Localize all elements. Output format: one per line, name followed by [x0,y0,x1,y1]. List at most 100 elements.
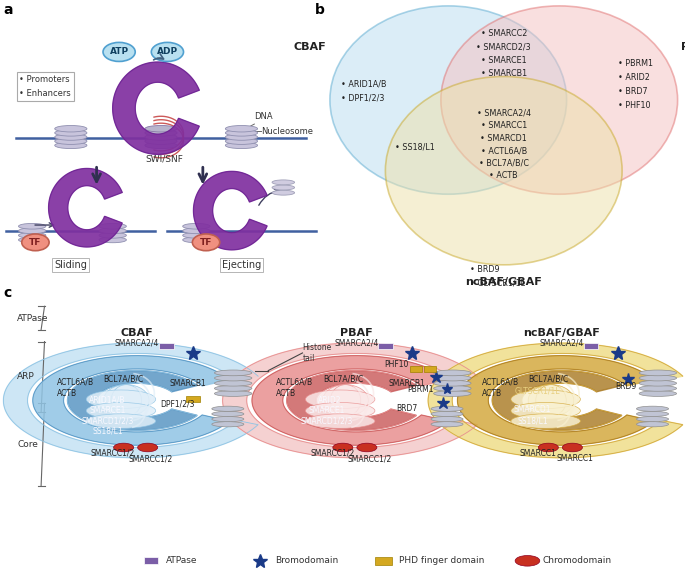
Polygon shape [3,343,258,458]
Ellipse shape [431,411,463,417]
Ellipse shape [636,417,669,422]
Ellipse shape [192,234,220,250]
Ellipse shape [225,142,258,149]
Text: PBAF: PBAF [682,42,685,52]
Ellipse shape [536,385,566,416]
Ellipse shape [214,391,252,396]
Polygon shape [428,343,683,458]
Bar [159,343,174,349]
Ellipse shape [434,391,471,396]
Text: BRD9: BRD9 [615,382,636,391]
Text: SMARCA2/4: SMARCA2/4 [115,339,159,348]
Circle shape [138,443,158,452]
Ellipse shape [323,385,369,416]
Ellipse shape [183,223,210,229]
Text: ACTL6A/B: ACTL6A/B [482,377,519,387]
Ellipse shape [306,403,375,419]
Text: SS18/L1: SS18/L1 [517,417,547,425]
Circle shape [515,556,540,566]
Ellipse shape [214,375,252,381]
Ellipse shape [306,390,375,409]
Text: • ARID1A/B
• DPF1/2/3: • ARID1A/B • DPF1/2/3 [341,80,386,102]
Text: BRD7: BRD7 [397,404,418,413]
Text: SMARCB1: SMARCB1 [169,379,206,388]
Ellipse shape [145,142,177,149]
Text: PHD finger domain: PHD finger domain [399,556,484,565]
Ellipse shape [86,390,155,409]
Polygon shape [252,355,449,445]
Polygon shape [287,370,416,430]
Text: BCL7A/B/C: BCL7A/B/C [528,374,569,383]
Circle shape [562,443,582,452]
Ellipse shape [55,138,87,144]
Text: • BRD9
• GLTSCR1/1L: • BRD9 • GLTSCR1/1L [471,265,525,288]
Circle shape [333,443,353,452]
Text: ACTL6A/B: ACTL6A/B [57,377,94,387]
Ellipse shape [434,385,471,391]
Ellipse shape [225,138,258,144]
Ellipse shape [145,138,177,144]
Ellipse shape [272,185,295,190]
Ellipse shape [145,130,177,136]
Ellipse shape [99,223,126,229]
Ellipse shape [103,43,135,62]
Ellipse shape [306,414,375,428]
Ellipse shape [639,391,677,396]
Text: SWI/SNF: SWI/SNF [145,154,183,163]
Text: SMARCC1/2: SMARCC1/2 [347,454,392,463]
Polygon shape [223,343,477,458]
Text: PBAF: PBAF [340,328,373,339]
Ellipse shape [18,223,46,229]
Ellipse shape [18,233,46,238]
Ellipse shape [636,406,669,411]
Circle shape [441,6,677,194]
Ellipse shape [111,385,142,416]
Text: SMARCC1/2: SMARCC1/2 [310,448,354,458]
Text: SMARCD1/2/3: SMARCD1/2/3 [82,417,134,425]
Text: DNA: DNA [254,112,273,121]
Text: SMARCC1/2: SMARCC1/2 [91,448,135,458]
Text: TF: TF [200,238,212,247]
Ellipse shape [639,385,677,391]
Circle shape [357,443,377,452]
Text: SS18/L1: SS18/L1 [92,427,123,436]
Text: PBRM1: PBRM1 [407,385,434,394]
Ellipse shape [636,411,669,417]
Ellipse shape [272,190,295,195]
Ellipse shape [528,385,574,416]
Text: Chromodomain: Chromodomain [543,556,612,565]
Text: DPF1/2/3: DPF1/2/3 [160,399,195,409]
Text: SMARCD1/2/3: SMARCD1/2/3 [301,417,353,425]
Text: SMARCA2/4: SMARCA2/4 [334,339,378,348]
Text: • PBRM1
• ARID2
• BRD7
• PHF10: • PBRM1 • ARID2 • BRD7 • PHF10 [619,59,653,110]
Text: • SMARCA2/4
• SMARCC1
• SMARCD1
• ACTL6A/B
• BCL7A/B/C
• ACTB: • SMARCA2/4 • SMARCC1 • SMARCD1 • ACTL6A… [477,109,531,181]
Text: ATPase: ATPase [17,313,49,323]
Ellipse shape [212,417,244,422]
Text: ACTB: ACTB [276,389,296,398]
Text: ATP: ATP [110,47,129,57]
Ellipse shape [22,234,49,250]
Text: SMARCB1: SMARCB1 [388,379,425,388]
Text: Histone
tail: Histone tail [303,343,332,363]
Text: • SMARCC2
• SMARCD2/3
• SMARCE1
• SMARCB1: • SMARCC2 • SMARCD2/3 • SMARCE1 • SMARCB… [477,29,531,78]
Circle shape [538,443,558,452]
Text: ACTB: ACTB [482,389,501,398]
Ellipse shape [18,237,46,243]
Ellipse shape [214,370,252,376]
Text: b: b [315,3,325,17]
Text: ncBAF/GBAF: ncBAF/GBAF [523,328,600,339]
Ellipse shape [434,375,471,381]
Ellipse shape [639,370,677,376]
Ellipse shape [86,403,155,419]
Bar [584,343,599,349]
Text: ACTL6A/B: ACTL6A/B [276,377,313,387]
Text: SMARCD1: SMARCD1 [514,405,551,414]
Ellipse shape [431,417,463,422]
Ellipse shape [212,406,244,411]
Ellipse shape [225,126,258,132]
Text: Core: Core [17,440,38,449]
Ellipse shape [55,134,87,140]
Text: SMARCC1: SMARCC1 [519,448,556,458]
Polygon shape [493,370,622,430]
Text: Nucleosome: Nucleosome [261,127,313,136]
